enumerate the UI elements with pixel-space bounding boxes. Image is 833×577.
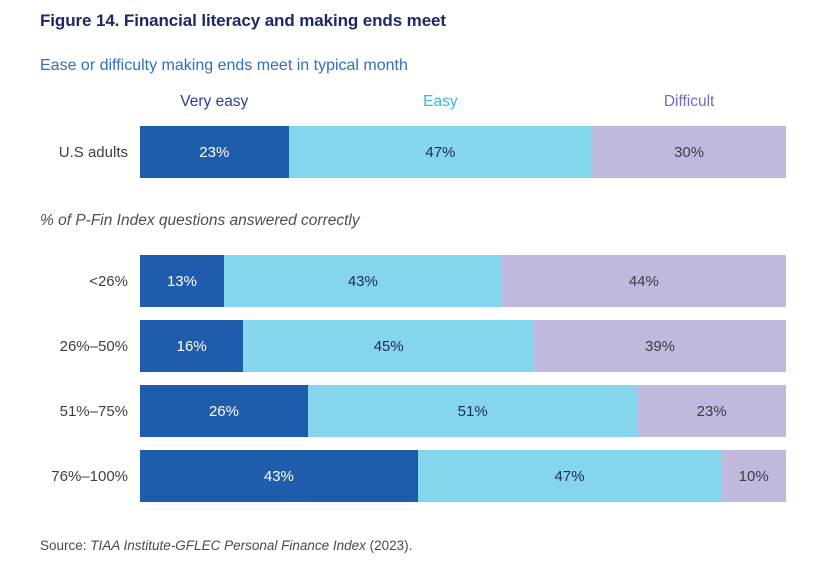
chart-row: 26%–50% 16% 45% 39% bbox=[0, 320, 833, 372]
stacked-bar: 23% 47% 30% bbox=[140, 126, 786, 178]
bar-segment-easy: 45% bbox=[243, 320, 535, 372]
segment-value-label: 23% bbox=[696, 402, 727, 420]
stacked-bar: 13% 43% 44% bbox=[140, 255, 786, 307]
bar-segment-very-easy: 16% bbox=[140, 320, 244, 372]
row-label: 76%–100% bbox=[51, 467, 128, 485]
segment-value-label: 51% bbox=[457, 402, 488, 420]
row-label: U.S adults bbox=[58, 143, 128, 161]
row-label: 51%–75% bbox=[59, 402, 128, 420]
source-prefix: Source: bbox=[40, 538, 91, 553]
legend-very-easy: Very easy bbox=[180, 93, 249, 110]
figure-title: Figure 14. Financial literacy and making… bbox=[40, 11, 446, 30]
section-heading: % of P-Fin Index questions answered corr… bbox=[40, 212, 360, 229]
segment-value-label: 13% bbox=[166, 272, 197, 290]
segment-value-label: 23% bbox=[199, 143, 230, 161]
source-title: TIAA Institute-GFLEC Personal Finance In… bbox=[90, 538, 366, 553]
source-year: (2023). bbox=[365, 538, 413, 553]
bar-segment-very-easy: 23% bbox=[140, 126, 289, 178]
ease-chart: U.S adults 23% 47% 30% bbox=[0, 126, 833, 191]
segment-value-label: 44% bbox=[628, 272, 659, 290]
segment-value-label: 10% bbox=[738, 467, 769, 485]
bar-segment-very-easy: 26% bbox=[140, 385, 308, 437]
segment-value-label: 30% bbox=[674, 143, 705, 161]
bar-segment-very-easy: 13% bbox=[140, 255, 224, 307]
bar-segment-difficult: 10% bbox=[721, 450, 786, 502]
stacked-bar: 16% 45% 39% bbox=[140, 320, 786, 372]
pfin-chart: <26% 13% 43% 44% 26%–50% 16% 45% 39% 51%–75% 26% 5… bbox=[0, 255, 833, 515]
bar-segment-very-easy: 43% bbox=[140, 450, 418, 502]
stacked-bar: 26% 51% 23% bbox=[140, 385, 786, 437]
row-label: 26%–50% bbox=[59, 337, 128, 355]
legend-easy: Easy bbox=[423, 93, 458, 110]
chart-subtitle: Ease or difficulty making ends meet in t… bbox=[40, 57, 408, 74]
bar-segment-difficult: 23% bbox=[637, 385, 786, 437]
bar-segment-difficult: 30% bbox=[592, 126, 786, 178]
bar-segment-easy: 51% bbox=[307, 385, 638, 437]
chart-row: 76%–100% 43% 47% 10% bbox=[0, 450, 833, 502]
chart-row: 51%–75% 26% 51% 23% bbox=[0, 385, 833, 437]
segment-value-label: 39% bbox=[645, 337, 676, 355]
segment-value-label: 43% bbox=[347, 272, 378, 290]
legend-difficult: Difficult bbox=[663, 93, 715, 110]
source-note: Source: TIAA Institute-GFLEC Personal Fi… bbox=[40, 538, 412, 553]
segment-value-label: 45% bbox=[373, 337, 404, 355]
stacked-bar: 43% 47% 10% bbox=[140, 450, 786, 502]
chart-row: <26% 13% 43% 44% bbox=[0, 255, 833, 307]
bar-segment-difficult: 39% bbox=[534, 320, 786, 372]
legend: Very easy Easy Difficult bbox=[140, 93, 786, 111]
bar-segment-difficult: 44% bbox=[501, 255, 786, 307]
segment-value-label: 43% bbox=[263, 467, 294, 485]
segment-value-label: 26% bbox=[208, 402, 239, 420]
bar-segment-easy: 43% bbox=[223, 255, 502, 307]
chart-row: U.S adults 23% 47% 30% bbox=[0, 126, 833, 178]
bar-segment-easy: 47% bbox=[288, 126, 593, 178]
row-label: <26% bbox=[89, 272, 128, 290]
segment-value-label: 47% bbox=[425, 143, 456, 161]
segment-value-label: 16% bbox=[176, 337, 207, 355]
segment-value-label: 47% bbox=[554, 467, 585, 485]
bar-segment-easy: 47% bbox=[417, 450, 722, 502]
